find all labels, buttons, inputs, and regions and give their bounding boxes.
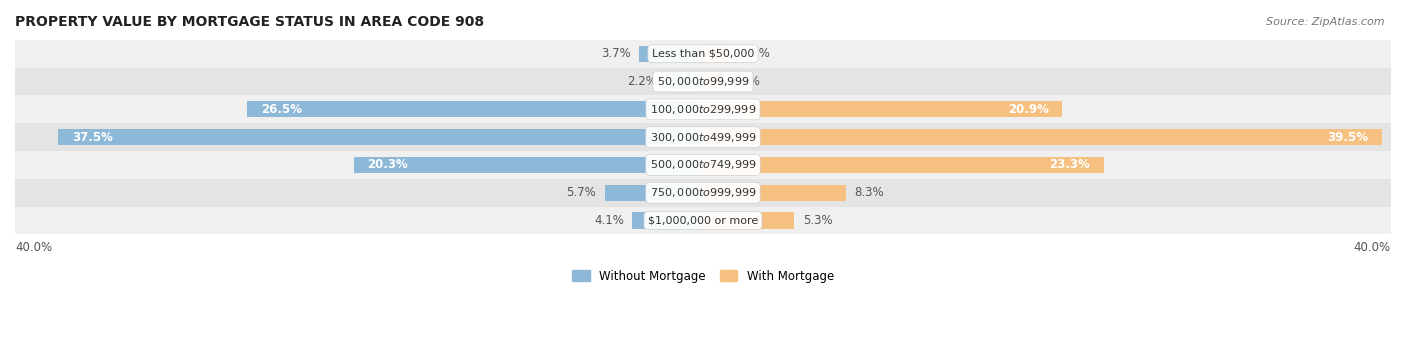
Bar [703,157,1104,173]
Bar [703,185,846,201]
Bar [640,46,703,62]
Bar [15,179,1391,207]
Text: $1,000,000 or more: $1,000,000 or more [648,216,758,225]
Text: 1.1%: 1.1% [731,75,761,88]
Text: PROPERTY VALUE BY MORTGAGE STATUS IN AREA CODE 908: PROPERTY VALUE BY MORTGAGE STATUS IN ARE… [15,15,484,29]
Text: 2.2%: 2.2% [627,75,657,88]
Bar [15,68,1391,96]
Bar [15,96,1391,123]
Bar [15,123,1391,151]
Bar [15,40,1391,68]
Text: $300,000 to $499,999: $300,000 to $499,999 [650,131,756,144]
Legend: Without Mortgage, With Mortgage: Without Mortgage, With Mortgage [567,265,839,287]
Text: 5.7%: 5.7% [567,186,596,199]
Text: Source: ZipAtlas.com: Source: ZipAtlas.com [1267,17,1385,27]
Text: 20.3%: 20.3% [367,158,408,171]
Bar [703,129,1382,145]
Bar [354,157,703,173]
Text: 4.1%: 4.1% [593,214,624,227]
Bar [703,46,733,62]
Text: $750,000 to $999,999: $750,000 to $999,999 [650,186,756,199]
Text: 23.3%: 23.3% [1049,158,1090,171]
Bar [15,151,1391,179]
Bar [58,129,703,145]
Bar [703,212,794,228]
Text: 26.5%: 26.5% [262,103,302,116]
Text: 40.0%: 40.0% [15,240,52,254]
Text: 8.3%: 8.3% [855,186,884,199]
Text: 20.9%: 20.9% [1008,103,1049,116]
Text: $500,000 to $749,999: $500,000 to $749,999 [650,158,756,171]
Text: 37.5%: 37.5% [72,131,112,144]
Bar [703,73,721,90]
Bar [665,73,703,90]
Bar [633,212,703,228]
Text: $100,000 to $299,999: $100,000 to $299,999 [650,103,756,116]
Text: Less than $50,000: Less than $50,000 [652,49,754,59]
Text: 1.7%: 1.7% [741,47,770,60]
Text: 39.5%: 39.5% [1327,131,1368,144]
Text: 40.0%: 40.0% [1354,240,1391,254]
Text: 5.3%: 5.3% [803,214,832,227]
Bar [703,101,1063,117]
Bar [247,101,703,117]
Text: 3.7%: 3.7% [600,47,631,60]
Text: $50,000 to $99,999: $50,000 to $99,999 [657,75,749,88]
Bar [605,185,703,201]
Bar [15,207,1391,234]
